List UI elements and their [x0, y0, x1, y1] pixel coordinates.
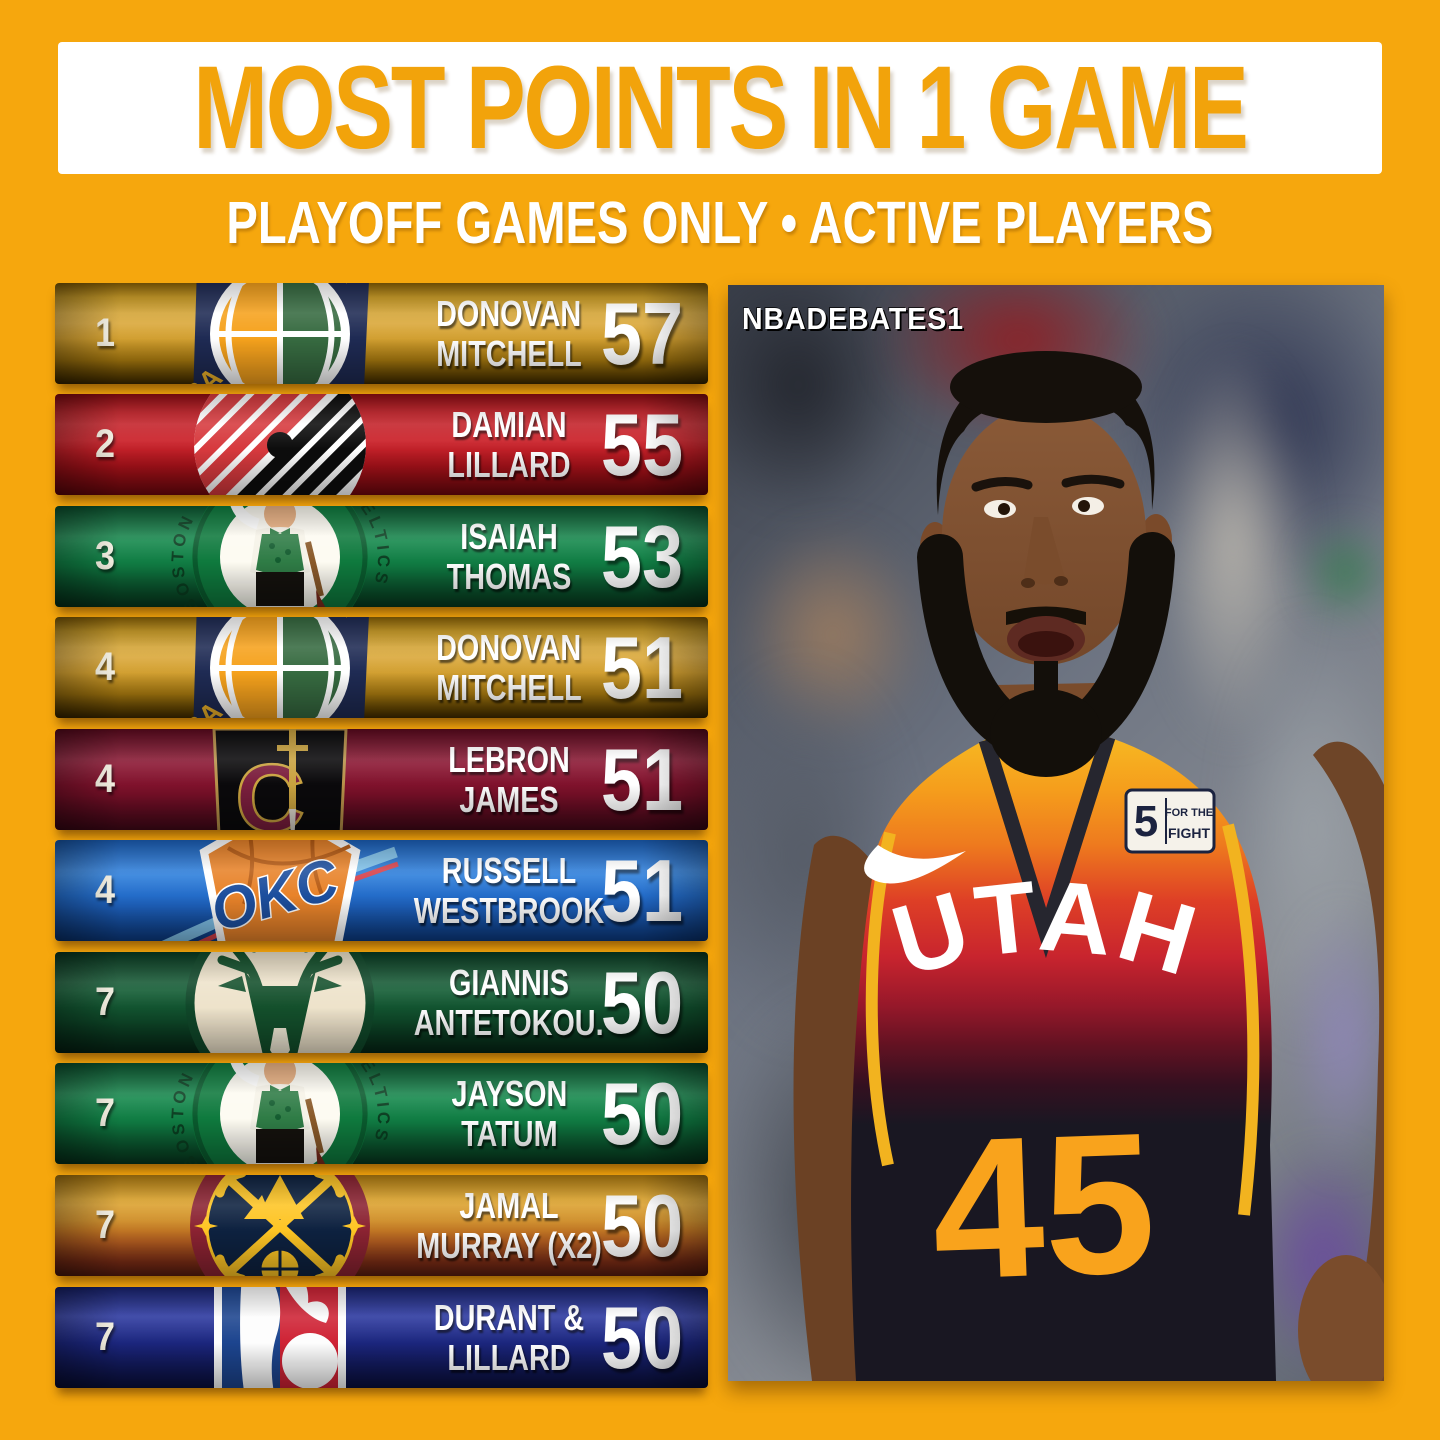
points-value: 51	[600, 840, 684, 940]
player-eyebrows	[971, 474, 1125, 492]
player-name: JAYSON TATUM	[451, 1072, 567, 1154]
boston-celtics-logo-icon: BOSTON CELTICS	[158, 1063, 403, 1164]
player-name: GIANNIS ANTETOKOU.	[414, 961, 604, 1043]
player-name: LEBRON JAMES	[448, 738, 570, 820]
points-value: 51	[600, 729, 684, 829]
player-right-hand	[1298, 1255, 1384, 1381]
rank-label: 7	[94, 1203, 116, 1247]
page-subtitle-text: PLAYOFF GAMES ONLY • ACTIVE PLAYERS	[226, 190, 1214, 256]
utah-jazz-logo-icon: U Z BA LL	[158, 283, 403, 384]
rank-label: 7	[94, 980, 116, 1024]
utah-jazz-logo-icon: U Z BA LL	[158, 617, 403, 718]
player-illustration: 5 FOR THE FIGHT UTAH 45	[793, 351, 1384, 1381]
points-value: 50	[600, 1175, 684, 1275]
player-name: DONOVAN MITCHELL	[436, 292, 582, 374]
player-eyes	[984, 497, 1104, 518]
leprechaun-figure	[230, 506, 326, 607]
leaderboard-row-7: 7 GIANNIS ANTETOKOU. 50	[55, 952, 708, 1053]
boston-celtics-logo-icon: BOSTON CELTICS	[158, 506, 403, 607]
denver-nuggets-logo-icon	[158, 1175, 403, 1276]
sword-icon	[277, 729, 308, 830]
photo-backdrop-blob	[1288, 905, 1384, 1175]
watermark: NBADEBATES1	[742, 301, 964, 336]
leaderboard-row-10: 7 DURANT & LILLARD 50	[55, 1287, 708, 1388]
leaderboard-row-1: 1 U Z BA LL	[55, 283, 708, 384]
leaderboard-row-2: 2	[55, 394, 708, 495]
cleveland-cavaliers-logo-icon: CAVALIERS C	[158, 729, 403, 830]
svg-text:FOR THE: FOR THE	[1165, 807, 1213, 819]
points-value: 50	[600, 1287, 684, 1387]
rank-label: 4	[94, 757, 116, 801]
svg-text:FIGHT: FIGHT	[1168, 825, 1210, 841]
photo-backdrop-blob	[1303, 525, 1384, 620]
page-subtitle: PLAYOFF GAMES ONLY • ACTIVE PLAYERS	[0, 190, 1440, 256]
player-name: JAMAL MURRAY (X2)	[416, 1184, 602, 1266]
leaderboard-row-4: 4 U Z BA LL	[55, 617, 708, 718]
leaderboard: 1 U Z BA LL	[55, 0, 708, 1440]
svg-text:U: U	[191, 617, 226, 621]
leaderboard-row-9: 7	[55, 1175, 708, 1276]
trail-blazers-logo-icon	[158, 394, 403, 495]
player-photo: 5 FOR THE FIGHT UTAH 45	[728, 285, 1384, 1381]
rank-label: 2	[94, 422, 116, 466]
rank-label: 7	[94, 1091, 116, 1135]
points-value: 57	[600, 283, 684, 383]
jersey-vneck-trim	[978, 734, 1116, 959]
leaderboard-row-8: 7 BOSTON CELTICS	[55, 1063, 708, 1164]
player-name: DURANT & LILLARD	[433, 1296, 585, 1378]
player-chin-beard	[990, 689, 1102, 777]
jersey	[851, 735, 1276, 1381]
rank-label: 4	[94, 868, 116, 912]
points-value: 50	[600, 1063, 684, 1163]
jersey-armhole-trim-right	[1222, 823, 1260, 1216]
rank-label: 4	[94, 645, 116, 689]
points-value: 50	[600, 952, 684, 1052]
player-head	[917, 351, 1175, 777]
leaderboard-row-3: 3 BOSTON CELTICS	[55, 506, 708, 607]
player-name: RUSSELL WESTBROOK	[413, 849, 605, 931]
player-nose	[1024, 517, 1065, 585]
rank-label: 1	[94, 311, 116, 355]
player-name: DONOVAN MITCHELL	[436, 626, 582, 708]
nike-swoosh-icon	[864, 845, 966, 884]
points-value: 51	[600, 617, 684, 717]
okc-thunder-logo-icon: OKC	[158, 840, 403, 941]
points-value: 53	[600, 506, 684, 606]
points-value: 55	[600, 394, 684, 494]
leprechaun-figure	[230, 1063, 326, 1164]
nba-logo-icon	[158, 1287, 403, 1388]
player-name: ISAIAH THOMAS	[446, 515, 572, 597]
svg-text:U: U	[191, 283, 226, 287]
jersey-number: 45	[929, 1091, 1159, 1322]
jersey-patch: 5 FOR THE FIGHT	[1124, 788, 1216, 854]
rank-label: 3	[94, 534, 116, 578]
page-title: MOST POINTS IN 1 GAME	[193, 42, 1249, 174]
rank-label: 7	[94, 1315, 116, 1359]
svg-text:5: 5	[1134, 797, 1158, 846]
leaderboard-row-6: 4 OKC RUSSELL WESTBROOK 51	[55, 840, 708, 941]
player-hair-top	[950, 351, 1142, 423]
player-name: DAMIAN LILLARD	[447, 403, 571, 485]
milwaukee-bucks-logo-icon	[158, 952, 403, 1053]
title-box: MOST POINTS IN 1 GAME	[58, 42, 1382, 174]
